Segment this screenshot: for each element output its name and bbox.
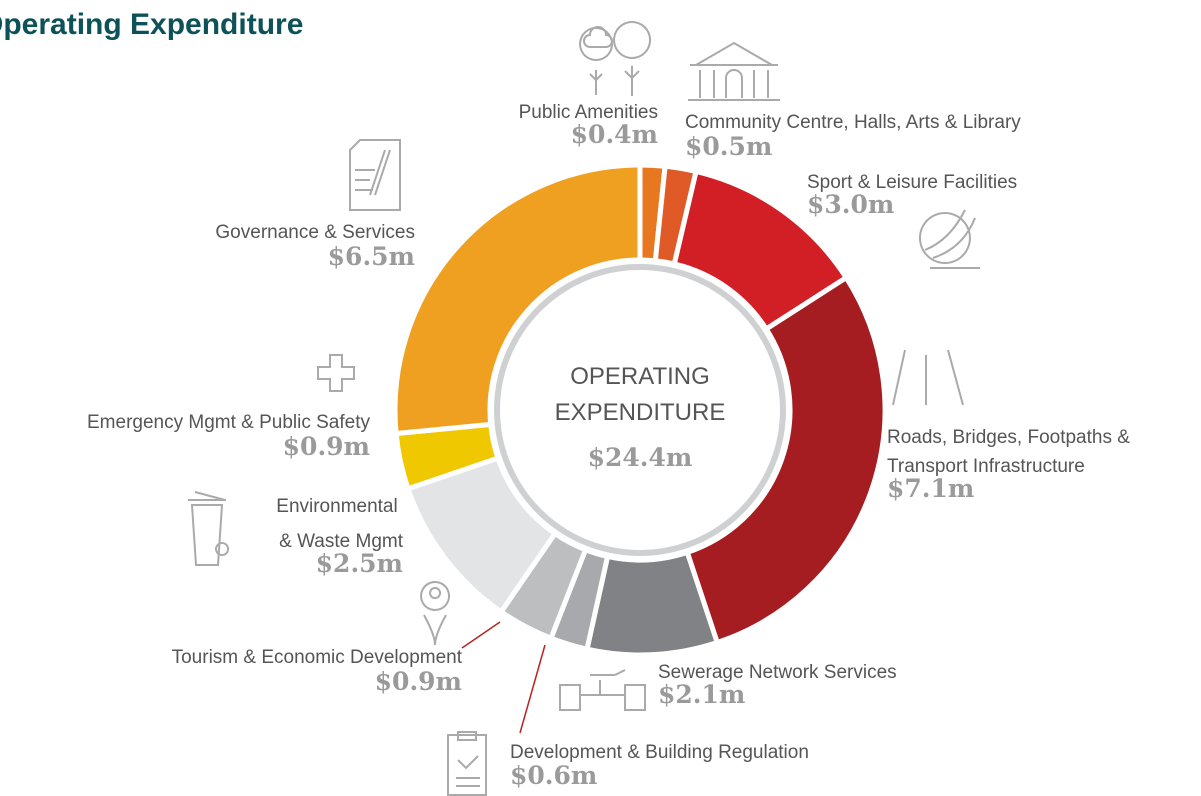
chart-title: Operating Expenditure (0, 8, 303, 41)
leader-line (519, 644, 546, 734)
center-value: $24.4m (588, 443, 693, 472)
leader-line (461, 621, 501, 649)
segment-label: Public Amenities (519, 102, 658, 123)
value-label: $0.5m (685, 132, 772, 161)
segment-label: Sport & Leisure Facilities (807, 172, 1017, 193)
value-label: $2.1m (658, 680, 745, 709)
value-label: $6.5m (328, 242, 415, 271)
segment-label: Development & Building Regulation (510, 742, 809, 763)
segment-label: Sewerage Network Services (658, 662, 897, 683)
value-label: $7.1m (887, 474, 974, 503)
segment-label: Governance & Services (215, 222, 415, 243)
center-ring (494, 264, 786, 556)
value-label: $0.6m (510, 761, 597, 790)
segment-label: Emergency Mgmt & Public Safety (87, 412, 370, 433)
value-label: $3.0m (807, 190, 894, 219)
segment-label: Community Centre, Halls, Arts & Library (685, 112, 1021, 133)
center-text: EXPENDITURE (555, 399, 726, 426)
icons (188, 21, 980, 796)
value-label: $2.5m (316, 549, 403, 578)
value-label: $0.9m (283, 432, 370, 461)
donut-segment (684, 274, 888, 646)
segment-label: Tourism & Economic Development (172, 647, 463, 668)
value-label: $0.9m (375, 667, 462, 696)
segment-label: Environmental & Waste Mgmt (276, 496, 403, 552)
segment-label: Roads, Bridges, Footpaths & Transport In… (887, 427, 1135, 477)
center-text: OPERATING (570, 363, 710, 390)
value-label: $0.4m (571, 120, 658, 149)
donut-segment (392, 162, 643, 437)
